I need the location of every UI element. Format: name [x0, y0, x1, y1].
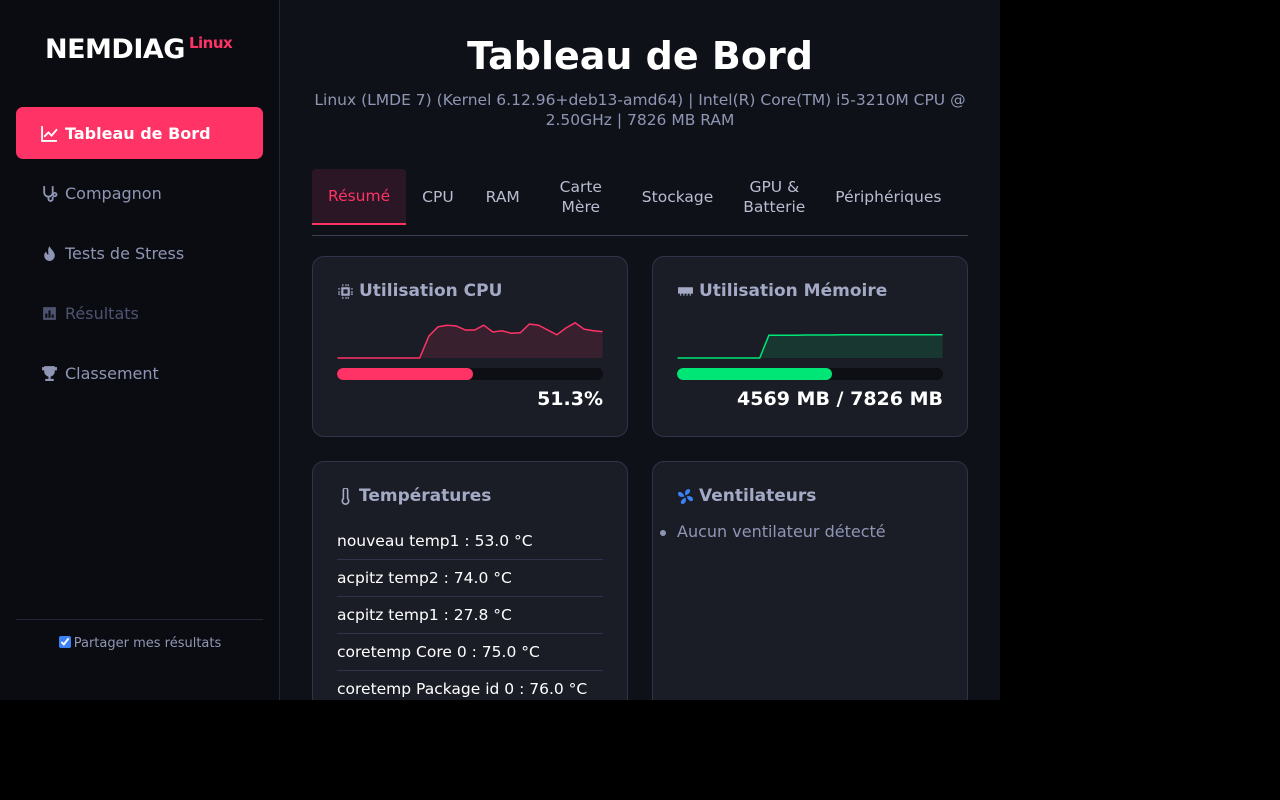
nav-label: Tableau de Bord [65, 123, 211, 143]
app: NEMDIAG Linux Tableau de Bord Compagnon T… [0, 0, 1000, 700]
tab[interactable]: GPU & Batterie [743, 178, 806, 216]
sparkline [677, 334, 943, 359]
fan-item: Aucun ventilateur détecté [660, 522, 886, 541]
memory-card: Utilisation Mémoire 4569 MB / 7826 MB [652, 256, 968, 437]
tab[interactable]: Périphériques [835, 188, 942, 206]
cpu-card: Utilisation CPU 51.3% [312, 256, 628, 437]
nav-label: Résultats [65, 303, 139, 323]
card-title: Ventilateurs [677, 486, 816, 506]
card-title-text: Ventilateurs [699, 486, 817, 506]
temperature-item: coretemp Package id 0 : 76.0 °C [337, 671, 603, 700]
subtitle: Linux (LMDE 7) (Kernel 6.12.96+deb13-amd… [314, 91, 966, 129]
nav-item[interactable]: Résultats [16, 287, 263, 339]
temperature-item: nouveau temp1 : 53.0 °C [337, 523, 603, 560]
tab[interactable]: CPU [422, 188, 454, 206]
separator [16, 619, 263, 620]
fans-card: Ventilateurs Aucun ventilateur détecté [652, 461, 968, 700]
nav-item[interactable]: Tableau de Bord [16, 107, 263, 159]
card-title-text: Températures [359, 486, 492, 506]
nav-label: Compagnon [65, 183, 162, 203]
tab[interactable]: Carte Mère [559, 178, 602, 216]
temperature-item: acpitz temp1 : 27.8 °C [337, 597, 603, 634]
card-title-text: Utilisation Mémoire [699, 281, 888, 301]
sparkline-area [677, 334, 943, 358]
sparkline [337, 321, 603, 359]
card-title: Utilisation Mémoire [677, 281, 887, 301]
tab[interactable]: Résumé [312, 169, 407, 225]
nav-item[interactable]: Compagnon [16, 167, 263, 219]
temperature-item: acpitz temp2 : 74.0 °C [337, 560, 603, 597]
page-title: Tableau de Bord [467, 34, 813, 78]
nav-label: Tests de Stress [65, 243, 185, 263]
memory-value: 4569 MB / 7826 MB [737, 388, 943, 410]
cpu-value: 51.3% [537, 388, 603, 410]
temperature-item: coretemp Core 0 : 75.0 °C [337, 634, 603, 671]
share-checkbox[interactable] [58, 636, 71, 648]
sparkline-area [337, 322, 603, 358]
nav-item[interactable]: Tests de Stress [16, 227, 263, 279]
main: Tableau de Bord Linux (LMDE 7) (Kernel 6… [280, 0, 1000, 700]
share-label: Partager mes résultats [73, 636, 222, 651]
progress-fill [337, 368, 474, 380]
nav-label: Classement [65, 363, 159, 383]
tab[interactable]: RAM [485, 188, 520, 206]
sidebar: NEMDIAG Linux Tableau de Bord Compagnon T… [0, 0, 280, 700]
brand-tag: Linux [188, 34, 233, 52]
sparkline-line [677, 334, 943, 359]
brand: NEMDIAG Linux [45, 34, 233, 65]
sparkline-line [337, 321, 603, 359]
brand-name: NEMDIAG [45, 34, 185, 65]
progress-fill [677, 368, 833, 380]
card-title: Températures [337, 486, 491, 506]
card-title-text: Utilisation CPU [359, 281, 503, 301]
card-title: Utilisation CPU [337, 281, 502, 301]
tabs: Résumé CPU RAM Carte Mère Stockage GPU & Batt… [312, 169, 968, 236]
progress-track [337, 368, 603, 380]
nav-item[interactable]: Classement [16, 347, 263, 399]
temperatures-card: Températures nouveau temp1 : 53.0 °C acpi… [312, 461, 628, 700]
tab[interactable]: Stockage [641, 188, 714, 206]
progress-track [677, 368, 943, 380]
share-option[interactable]: Partager mes résultats [0, 636, 280, 651]
